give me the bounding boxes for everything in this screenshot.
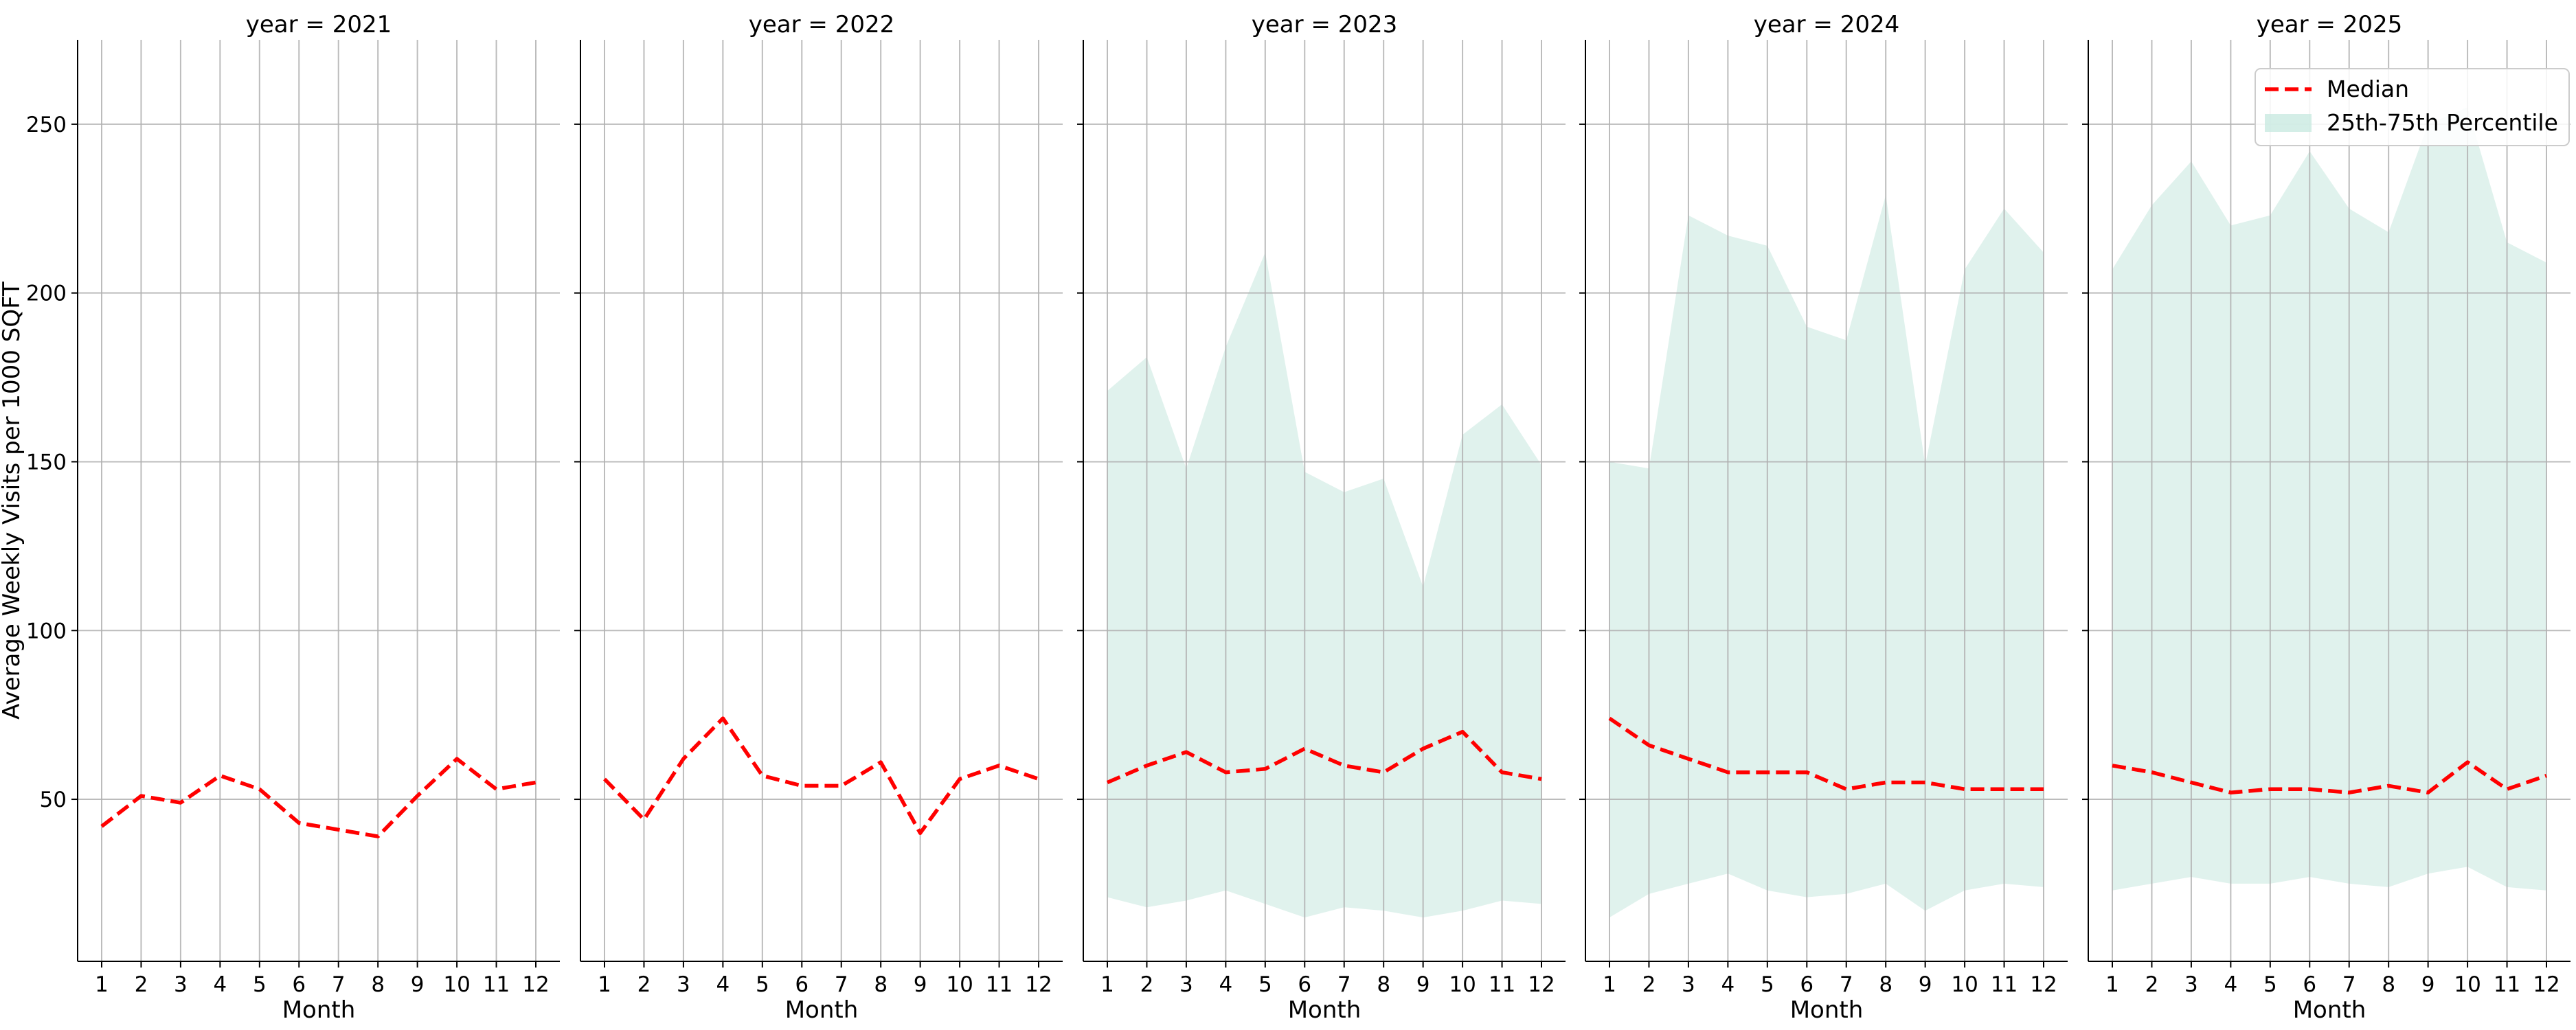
x-tick-label: 5 (253, 972, 267, 997)
x-tick-label: 2 (637, 972, 651, 997)
x-tick-label: 11 (1991, 972, 2018, 997)
x-tick-label: 10 (2454, 972, 2481, 997)
x-tick-label: 6 (2303, 972, 2316, 997)
x-tick-label: 12 (522, 972, 549, 997)
x-tick-label: 11 (483, 972, 510, 997)
percentile-band-3 (1107, 252, 1541, 918)
x-tick-label: 3 (174, 972, 188, 997)
percentile-band-5 (2112, 107, 2546, 891)
x-tick-label: 7 (332, 972, 346, 997)
x-tick-label: 1 (598, 972, 611, 997)
x-tick-label: 6 (1298, 972, 1311, 997)
legend-box (2255, 68, 2570, 146)
y-tick-label: 150 (26, 450, 67, 474)
x-tick-label: 9 (1416, 972, 1430, 997)
legend-median-label: Median (2327, 76, 2409, 102)
y-tick-label: 100 (26, 619, 67, 643)
x-tick-label: 2 (1642, 972, 1656, 997)
x-tick-label: 11 (1489, 972, 1515, 997)
x-tick-label: 9 (914, 972, 927, 997)
x-tick-label: 7 (2342, 972, 2356, 997)
median-line-5 (2112, 760, 2547, 794)
x-tick-label: 8 (2382, 972, 2395, 997)
x-axis-label: Month (1790, 996, 1864, 1024)
x-tick-label: 5 (2263, 972, 2277, 997)
legend-band-label: 25th-75th Percentile (2327, 109, 2558, 136)
y-tick-label: 50 (40, 788, 67, 812)
x-axis-label: Month (785, 996, 859, 1024)
x-axis-label: Month (1288, 996, 1362, 1024)
x-tick-label: 4 (1219, 972, 1232, 997)
x-tick-label: 3 (2184, 972, 2198, 997)
x-tick-label: 12 (1025, 972, 1052, 997)
x-tick-label: 6 (795, 972, 809, 997)
median-line-2 (603, 716, 1039, 835)
x-tick-label: 2 (135, 972, 148, 997)
x-tick-label: 7 (1840, 972, 1853, 997)
x-tick-label: 9 (411, 972, 425, 997)
x-tick-label: 8 (874, 972, 888, 997)
x-axis-label: Month (2293, 996, 2366, 1024)
x-tick-label: 8 (371, 972, 385, 997)
x-axis-label: Month (282, 996, 356, 1024)
y-tick-label: 250 (26, 113, 67, 137)
x-tick-label: 1 (1603, 972, 1616, 997)
x-tick-label: 8 (1377, 972, 1390, 997)
x-tick-label: 4 (213, 972, 227, 997)
x-tick-label: 6 (1800, 972, 1814, 997)
panel-title-5: year = 2025 (2257, 11, 2402, 38)
y-tick-label: 200 (26, 282, 67, 306)
panel-title-2: year = 2022 (749, 11, 894, 38)
x-tick-label: 4 (1721, 972, 1735, 997)
legend-band-swatch (2265, 114, 2312, 132)
percentile-band-4 (1609, 195, 2044, 918)
x-tick-label: 1 (1100, 972, 1114, 997)
x-tick-label: 5 (756, 972, 769, 997)
x-tick-label: 4 (716, 972, 730, 997)
y-axis-label: Average Weekly Visits per 1000 SQFT (0, 282, 25, 720)
x-tick-label: 3 (1682, 972, 1695, 997)
median-line-4 (1608, 716, 2044, 792)
x-tick-label: 5 (1258, 972, 1272, 997)
x-tick-label: 3 (1179, 972, 1193, 997)
x-tick-label: 11 (2494, 972, 2520, 997)
x-tick-label: 9 (2421, 972, 2435, 997)
x-tick-label: 7 (835, 972, 848, 997)
x-tick-label: 3 (677, 972, 690, 997)
x-tick-label: 1 (95, 972, 109, 997)
x-tick-label: 1 (2105, 972, 2119, 997)
x-tick-label: 2 (2145, 972, 2159, 997)
x-tick-label: 10 (946, 972, 973, 997)
panel-title-4: year = 2024 (1754, 11, 1899, 38)
x-tick-label: 12 (2030, 972, 2057, 997)
x-tick-label: 12 (2533, 972, 2560, 997)
x-tick-label: 9 (1919, 972, 1932, 997)
median-line-1 (100, 757, 536, 838)
x-tick-label: 10 (443, 972, 470, 997)
panel-title-3: year = 2023 (1252, 11, 1397, 38)
x-tick-label: 12 (1528, 972, 1555, 997)
x-tick-label: 7 (1337, 972, 1351, 997)
x-tick-label: 5 (1761, 972, 1774, 997)
x-tick-label: 2 (1140, 972, 1154, 997)
panel-title-1: year = 2021 (246, 11, 392, 38)
x-tick-label: 8 (1879, 972, 1893, 997)
x-tick-label: 10 (1449, 972, 1476, 997)
x-tick-label: 6 (292, 972, 306, 997)
x-tick-label: 4 (2224, 972, 2237, 997)
x-tick-label: 11 (986, 972, 1013, 997)
x-tick-label: 10 (1951, 972, 1978, 997)
